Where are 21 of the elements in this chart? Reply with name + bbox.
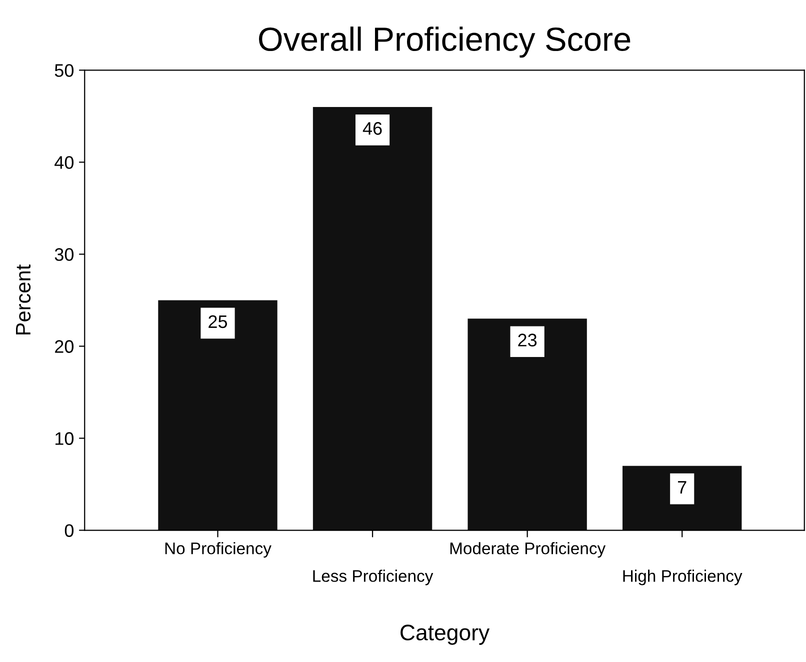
y-tick-label: 20 (55, 340, 74, 353)
data-label: 23 (518, 334, 537, 346)
bar (622, 466, 742, 530)
y-axis-title: Percent (16, 264, 31, 334)
y-tick-label: 30 (54, 248, 74, 261)
y-tick-label: 40 (54, 156, 74, 169)
x-tick-label: Moderate Proficiency (450, 542, 606, 558)
data-label: 25 (208, 315, 228, 328)
x-tick-label: High Proficiency (623, 570, 742, 586)
x-tick-label: Less Proficiency (313, 570, 434, 586)
data-label: 7 (678, 481, 686, 494)
bar (312, 106, 432, 530)
bar (158, 300, 278, 530)
x-tick-label: No Proficiency (165, 542, 272, 558)
y-tick-label: 10 (56, 432, 74, 445)
bar (468, 318, 587, 530)
y-tick-label: 50 (54, 64, 74, 77)
data-label: 46 (362, 122, 382, 135)
y-tick-label: 0 (64, 524, 74, 537)
chart-title: Overall Proficiency Score (258, 26, 630, 58)
x-axis-title: Category (400, 624, 490, 645)
